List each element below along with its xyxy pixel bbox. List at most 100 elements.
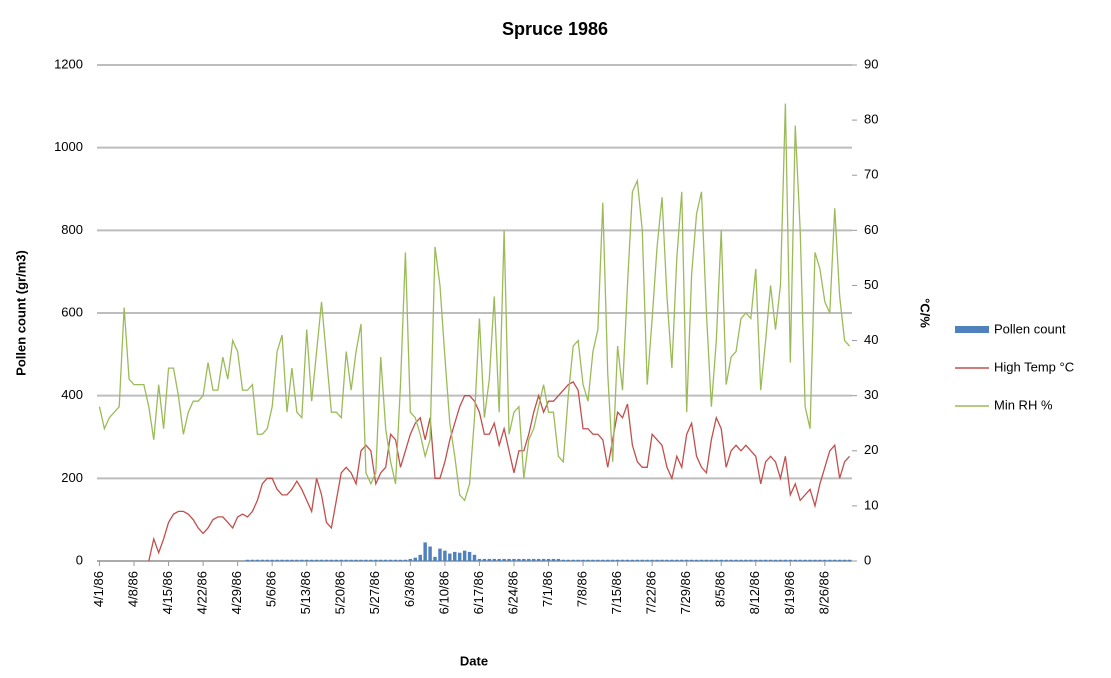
bar (290, 559, 294, 561)
bar (507, 558, 511, 561)
x-tick-label: 4/15/86 (160, 571, 175, 614)
bar (295, 559, 299, 561)
bar (576, 559, 580, 561)
bar (591, 559, 595, 561)
x-tick-label: 6/10/86 (436, 571, 451, 614)
bar (487, 558, 492, 561)
y-tick-label: 400 (61, 387, 83, 402)
bar (601, 559, 605, 561)
bar (699, 559, 704, 561)
x-axis-title: Date (460, 653, 488, 668)
bar (828, 559, 832, 561)
bar (403, 559, 408, 561)
bar (462, 550, 467, 561)
bar (319, 559, 324, 561)
bar (344, 559, 348, 561)
x-tick-label: 8/5/86 (713, 571, 728, 607)
bar (694, 559, 699, 561)
bar (245, 559, 250, 561)
bar (793, 559, 797, 561)
bar (388, 559, 393, 561)
x-tick-label: 7/8/86 (574, 571, 589, 607)
bar (546, 558, 551, 561)
chart-title: Spruce 1986 (502, 19, 608, 39)
bar (502, 558, 506, 561)
legend-label: Min RH % (994, 397, 1053, 412)
bar (561, 559, 566, 561)
bar (457, 552, 462, 561)
bar (754, 559, 758, 561)
bar (383, 559, 388, 561)
bar (813, 559, 817, 561)
bar (324, 559, 329, 561)
bar (250, 559, 255, 561)
bar (354, 559, 358, 561)
bar (778, 559, 783, 561)
bar (650, 559, 654, 561)
bar (369, 559, 373, 561)
bar (492, 558, 496, 561)
bar (349, 559, 353, 561)
x-tick-label: 7/29/86 (678, 571, 693, 614)
bar (842, 559, 847, 561)
bar (270, 559, 274, 561)
x-tick-label: 4/22/86 (195, 571, 210, 614)
bar (581, 559, 585, 561)
x-tick-label: 7/22/86 (644, 571, 659, 614)
line (98, 103, 851, 502)
bar (749, 559, 753, 561)
y-tick-label: 600 (61, 304, 83, 319)
bar (339, 559, 343, 561)
bar (665, 559, 669, 561)
bar (596, 559, 600, 561)
bar (329, 559, 334, 561)
bar (309, 559, 314, 561)
bar (675, 559, 679, 561)
bar (265, 559, 269, 561)
y2-tick-label: 0 (864, 552, 871, 567)
bar (714, 559, 719, 561)
bar (536, 558, 541, 561)
y-tick-label: 1200 (54, 56, 83, 71)
bar (586, 559, 590, 561)
bar (635, 559, 640, 561)
bar (640, 559, 645, 561)
line (148, 381, 851, 562)
x-tick-label: 6/17/86 (471, 571, 486, 614)
bar (497, 558, 501, 561)
bar (655, 559, 659, 561)
bar (734, 559, 738, 561)
x-tick-label: 8/19/86 (782, 571, 797, 614)
bar (625, 559, 630, 561)
bar (260, 559, 265, 561)
bar (413, 557, 418, 561)
x-tick-label: 4/8/86 (125, 571, 140, 607)
bar (314, 559, 319, 561)
bar (783, 559, 788, 561)
y-tick-label: 1000 (54, 139, 83, 154)
bar (467, 551, 472, 561)
bar (556, 558, 561, 561)
bar (300, 559, 304, 561)
x-tick-label: 4/1/86 (91, 571, 106, 607)
y2-axis-title: °C/% (918, 298, 933, 328)
bar (374, 559, 378, 561)
bar (398, 559, 403, 561)
bar (334, 559, 339, 561)
bar (837, 559, 842, 561)
bar (433, 556, 437, 561)
bar (408, 558, 413, 561)
bar (758, 559, 763, 561)
legend-swatch (955, 326, 989, 333)
bar (571, 559, 575, 561)
bar (551, 558, 556, 561)
bar (788, 559, 793, 561)
y2-tick-label: 40 (864, 332, 878, 347)
x-tick-label: 6/24/86 (505, 571, 520, 614)
bar (808, 559, 812, 561)
bar (423, 542, 427, 561)
bar (482, 558, 487, 561)
x-tick-label: 5/6/86 (264, 571, 279, 607)
bar (255, 559, 260, 561)
bar (472, 554, 477, 561)
